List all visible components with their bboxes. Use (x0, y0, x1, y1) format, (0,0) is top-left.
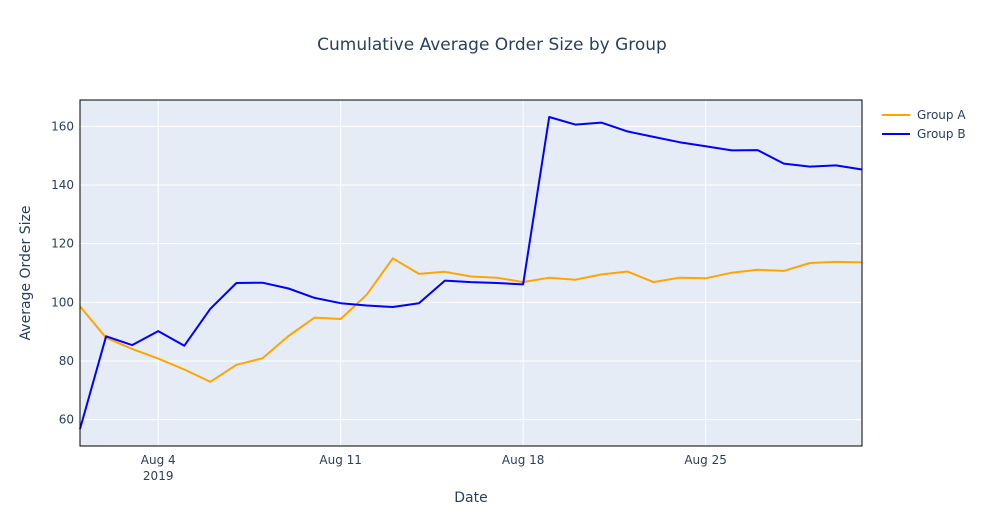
x-gridlines (157, 100, 707, 446)
series-line-group-a (79, 257, 863, 383)
series-line-group-b (79, 116, 863, 430)
legend[interactable]: Group A Group B (882, 108, 966, 141)
x-axis-title: Date (454, 490, 487, 506)
y-tick-label: 140 (51, 178, 74, 192)
y-tick-label: 80 (59, 354, 74, 368)
y-tick-label: 60 (59, 413, 74, 427)
chart-title: Cumulative Average Order Size by Group (317, 35, 667, 55)
legend-label: Group B (917, 127, 966, 141)
y-axis-ticks: 60 80 100 120 140 160 (51, 119, 74, 426)
x-tick-sublabel: 2019 (143, 469, 174, 483)
legend-item-group-b[interactable]: Group B (882, 127, 966, 141)
series-layer (79, 116, 863, 430)
plot-frame (79, 99, 863, 447)
x-tick-label: Aug 25 (684, 453, 727, 467)
y-tick-label: 120 (51, 237, 74, 251)
y-gridlines (80, 125, 862, 421)
y-tick-label: 100 (51, 295, 74, 309)
legend-item-group-a[interactable]: Group A (882, 108, 966, 122)
x-tick-label: Aug 18 (502, 453, 545, 467)
legend-label: Group A (917, 108, 966, 122)
plot-area (80, 100, 862, 446)
y-axis-title: Average Order Size (18, 206, 34, 341)
x-tick-label: Aug 11 (319, 453, 362, 467)
y-tick-label: 160 (51, 119, 74, 133)
x-axis-ticks: Aug 4 2019 Aug 11 Aug 18 Aug 25 (141, 453, 727, 483)
x-tick-label: Aug 4 (141, 453, 176, 467)
